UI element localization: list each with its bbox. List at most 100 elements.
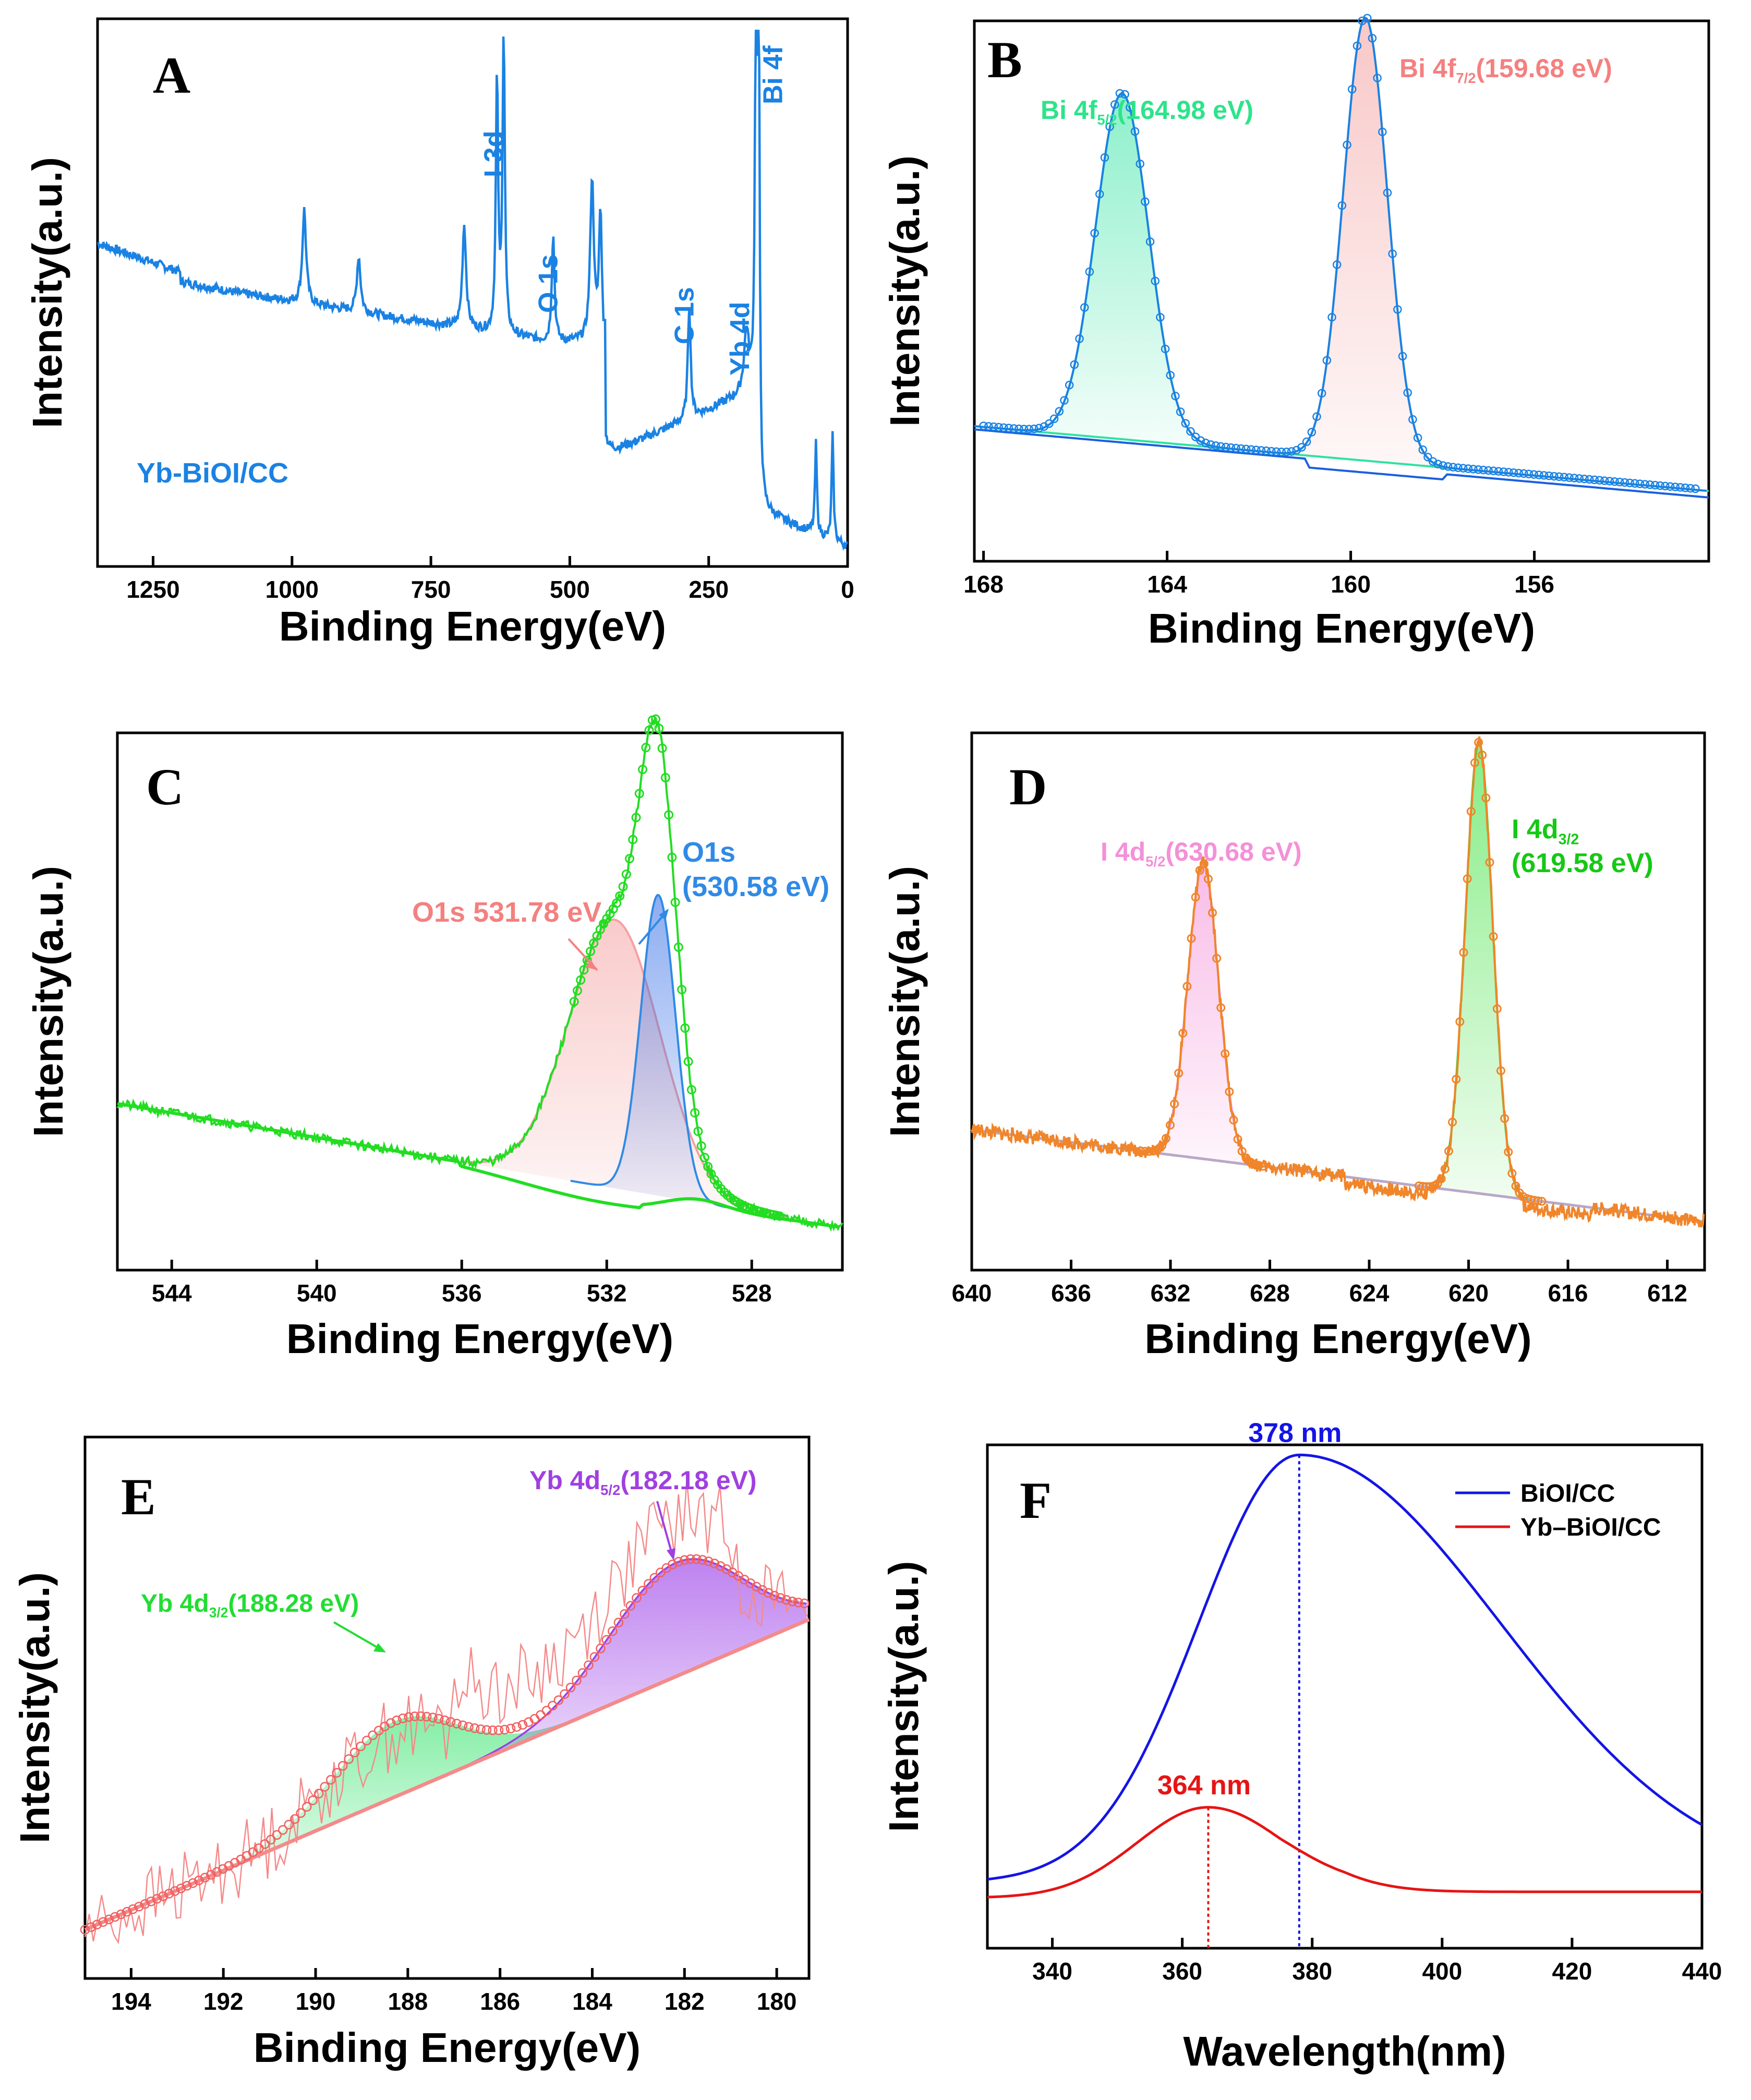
data-marker (313, 1789, 324, 1799)
data-marker (1045, 419, 1054, 428)
data-marker (1085, 267, 1094, 276)
data-marker (1398, 352, 1407, 361)
data-marker (589, 1652, 600, 1662)
data-marker (536, 1710, 546, 1720)
panel-B: 168 164 160 156 Binding Energy(eV) Intensity(… (881, 14, 1710, 651)
data-marker (469, 1723, 480, 1733)
data-marker (140, 1899, 150, 1909)
data-marker (170, 1886, 180, 1896)
data-marker (628, 835, 638, 844)
data-marker (1539, 471, 1549, 480)
background-line (84, 1618, 810, 1932)
data-marker (1211, 441, 1221, 450)
peak-annotation: I 3d (479, 130, 510, 177)
plot-area-frame (83, 1435, 811, 1980)
x-tick-label: 340 (1032, 1958, 1072, 1985)
data-marker (500, 1724, 510, 1735)
data-marker (1499, 467, 1508, 476)
data-marker (1458, 464, 1468, 473)
data-marker (1388, 249, 1397, 258)
data-marker (1257, 446, 1266, 455)
raw-data-line (116, 716, 843, 1232)
series-line-0 (987, 1453, 1703, 1881)
label-main: I 4d (1512, 814, 1559, 844)
data-marker (512, 1722, 522, 1732)
data-marker (1500, 1114, 1510, 1123)
data-marker (200, 1873, 210, 1882)
data-marker (1105, 122, 1114, 131)
data-marker (1149, 1146, 1158, 1156)
data-marker (1494, 467, 1503, 476)
y-axis-title: Intensity(a.u.) (881, 155, 928, 427)
data-marker (1178, 1029, 1188, 1038)
data-marker (1343, 140, 1351, 149)
data-marker (1297, 443, 1306, 452)
data-marker (1605, 477, 1614, 486)
data-marker (301, 1802, 312, 1812)
sample-label: Yb-BiOI/CC (137, 457, 288, 489)
label-arrow (333, 1621, 384, 1652)
data-marker (1206, 440, 1215, 449)
data-marker (134, 1901, 144, 1912)
panel-C: 544 540 536 532 528 Binding Energy(eV) Intensi… (25, 714, 844, 1362)
data-marker (1141, 197, 1150, 206)
data-marker (80, 1925, 90, 1935)
x-tick-label: 188 (388, 1988, 428, 2015)
data-marker (1452, 1075, 1461, 1084)
raw-data-markers (569, 714, 784, 1221)
data-marker (1569, 474, 1579, 482)
data-marker (1004, 424, 1013, 432)
data-marker (787, 1596, 798, 1607)
data-marker (1030, 425, 1038, 433)
data-marker (1136, 1146, 1145, 1156)
x-tick-label: 182 (665, 1988, 705, 2015)
peak-fill (431, 1559, 807, 1782)
y-axis-title: Intensity(a.u.) (880, 1561, 927, 1832)
data-marker (1533, 1196, 1543, 1205)
data-marker (1267, 446, 1276, 456)
data-marker (670, 897, 680, 907)
data-marker (1252, 445, 1261, 454)
data-marker (332, 1768, 342, 1778)
x-tick-label: 194 (111, 1988, 151, 2015)
data-marker (1170, 1099, 1179, 1108)
data-marker (1436, 1174, 1446, 1184)
data-marker (1203, 874, 1213, 884)
x-tick-label: 190 (296, 1988, 336, 2015)
data-marker (693, 1126, 703, 1136)
data-marker (1181, 419, 1190, 428)
panel-letter: E (121, 1468, 156, 1526)
data-marker (577, 1668, 588, 1678)
legend-entry: Yb–BiOI/CC (1520, 1514, 1661, 1541)
data-marker (696, 1141, 706, 1151)
data-marker (92, 1920, 102, 1929)
data-marker (122, 1906, 132, 1917)
data-marker (1519, 469, 1528, 478)
survey-spectrum-line (97, 29, 849, 551)
peak-label-bi4f72: Bi 4f7/2(159.68 eV) (1399, 54, 1612, 86)
label-main: Yb 4d (529, 1466, 600, 1495)
data-marker (1115, 89, 1125, 98)
data-marker (644, 726, 654, 735)
data-marker (1327, 312, 1336, 322)
data-marker (1635, 479, 1645, 488)
data-marker (576, 975, 586, 985)
data-marker (565, 1683, 576, 1693)
data-marker (1225, 1087, 1234, 1096)
peak-label-o1s: O1s (682, 837, 735, 868)
x-tick-label: 156 (1514, 571, 1554, 598)
data-marker (692, 1554, 702, 1564)
data-marker (164, 1889, 174, 1899)
data-marker (1443, 462, 1453, 471)
data-marker (1368, 34, 1377, 43)
data-marker (110, 1912, 120, 1922)
data-marker (979, 421, 988, 430)
data-marker (1550, 472, 1559, 481)
x-tick-label: 164 (1147, 571, 1187, 598)
data-marker (1474, 465, 1483, 474)
data-marker (690, 1108, 700, 1118)
data-marker (1034, 424, 1044, 433)
plot-area-frame (96, 17, 849, 568)
data-marker (1145, 237, 1155, 246)
data-marker (1671, 482, 1680, 491)
